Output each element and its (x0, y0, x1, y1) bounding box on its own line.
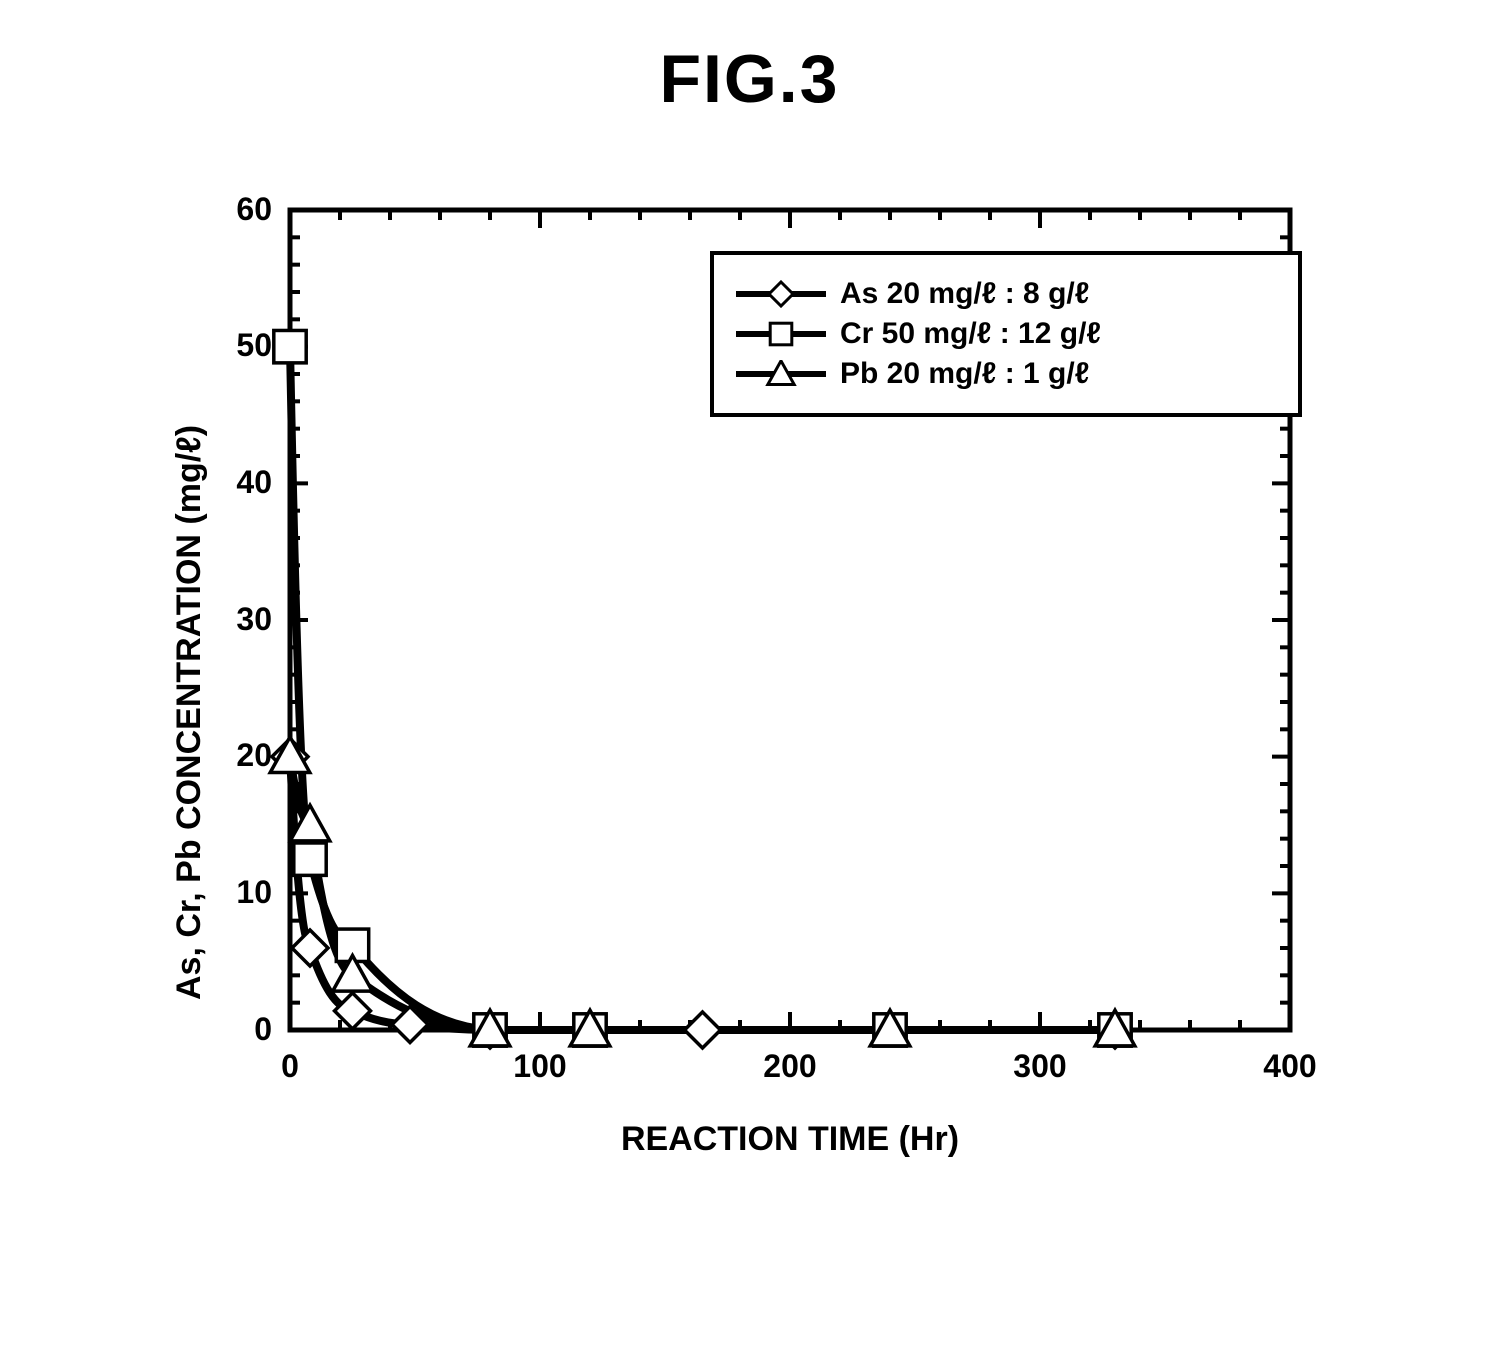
y-tick-label: 60 (212, 191, 272, 228)
chart-container: As, Cr, Pb CONCENTRATION (mg/ℓ) REACTION… (140, 180, 1360, 1180)
page: FIG.3 As, Cr, Pb CONCENTRATION (mg/ℓ) RE… (0, 0, 1499, 1349)
x-tick-label: 100 (500, 1048, 580, 1085)
legend-swatch-as (736, 280, 826, 308)
x-axis-label: REACTION TIME (Hr) (290, 1120, 1290, 1159)
series-marker-cr (274, 330, 306, 362)
y-tick-label: 20 (212, 737, 272, 774)
legend-row-cr: Cr 50 mg/ℓ : 12 g/ℓ (736, 317, 1276, 351)
legend: As 20 mg/ℓ : 8 g/ℓ Cr 50 mg/ℓ : 12 g/ℓ Pb … (710, 251, 1302, 417)
legend-swatch-cr (736, 320, 826, 348)
x-tick-label: 0 (250, 1048, 330, 1085)
legend-row-pb: Pb 20 mg/ℓ : 1 g/ℓ (736, 357, 1276, 391)
x-tick-label: 200 (750, 1048, 830, 1085)
legend-swatch-pb (736, 360, 826, 388)
series-marker-cr (294, 843, 326, 875)
legend-label-cr: Cr 50 mg/ℓ : 12 g/ℓ (840, 317, 1101, 351)
y-axis-label: As, Cr, Pb CONCENTRATION (mg/ℓ) (170, 425, 209, 1000)
x-tick-label: 300 (1000, 1048, 1080, 1085)
y-tick-label: 0 (212, 1011, 272, 1048)
y-tick-label: 30 (212, 601, 272, 638)
legend-label-pb: Pb 20 mg/ℓ : 1 g/ℓ (840, 357, 1089, 391)
x-tick-label: 400 (1250, 1048, 1330, 1085)
figure-title: FIG.3 (0, 40, 1499, 118)
legend-row-as: As 20 mg/ℓ : 8 g/ℓ (736, 277, 1276, 311)
y-tick-label: 50 (212, 327, 272, 364)
y-tick-label: 40 (212, 464, 272, 501)
legend-label-as: As 20 mg/ℓ : 8 g/ℓ (840, 277, 1089, 311)
y-tick-label: 10 (212, 874, 272, 911)
